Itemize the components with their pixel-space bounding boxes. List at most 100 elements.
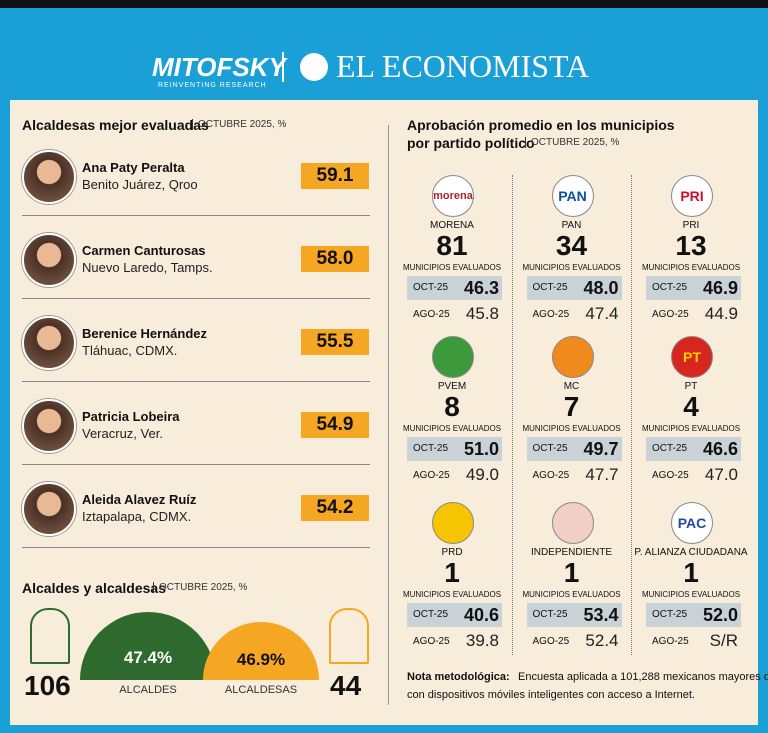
separator	[22, 298, 370, 299]
section-title: Alcaldes y alcaldesas	[22, 580, 166, 596]
party-logo: PAN	[551, 175, 594, 217]
avatar	[22, 233, 76, 287]
section-title: Aprobación promedio en los municipios	[407, 117, 675, 133]
party-count: 8	[444, 391, 460, 422]
current-label: OCT-25	[532, 609, 568, 620]
previous-value: 47.0	[704, 465, 738, 484]
divider	[282, 52, 284, 82]
previous-label: AGO-25	[413, 636, 450, 647]
brand1-tagline: REINVENTING RESEARCH	[158, 82, 267, 89]
avatar	[22, 399, 76, 453]
party-count: 13	[675, 230, 707, 261]
current-value: 46.6	[702, 439, 738, 459]
party-count: 81	[436, 230, 468, 261]
mayor-place: Benito Juárez, Qroo	[82, 177, 198, 192]
party-name: PT	[684, 381, 698, 392]
party-name: PRI	[682, 220, 700, 231]
current-value: 46.3	[463, 278, 499, 298]
score-box: 54.9	[301, 412, 369, 438]
party-count: 1	[683, 557, 699, 588]
avatar	[22, 150, 76, 204]
party-logo: PRI	[671, 175, 713, 217]
mayor-place: Veracruz, Ver.	[82, 426, 163, 441]
count-label: MUNICIPIOS EVALUADOS	[522, 424, 621, 433]
current-row	[526, 603, 622, 627]
men-pct: 47.4%	[123, 648, 173, 667]
current-label: OCT-25	[652, 609, 688, 620]
current-label: OCT-25	[532, 282, 568, 293]
current-value: 40.6	[463, 605, 499, 625]
party-logo: PT	[671, 336, 713, 378]
current-value: 52.0	[702, 605, 738, 625]
current-row	[407, 603, 502, 627]
mayor-name: Patricia Lobeira	[82, 409, 180, 424]
count-label: MUNICIPIOS EVALUADOS	[641, 263, 741, 272]
score-box: 55.5	[301, 329, 369, 355]
current-row	[646, 437, 741, 461]
previous-value: 44.9	[704, 304, 738, 323]
current-label: OCT-25	[652, 443, 688, 454]
current-row	[646, 276, 741, 300]
score-box: 58.0	[301, 246, 369, 272]
previous-label: AGO-25	[413, 309, 450, 320]
previous-value: 49.0	[465, 465, 499, 484]
mayor-name: Berenice Hernández	[82, 326, 207, 341]
current-label: OCT-25	[413, 443, 449, 454]
mayor-place: Nuevo Laredo, Tamps.	[82, 260, 213, 275]
separator	[22, 215, 370, 216]
party-name: INDEPENDIENTE	[530, 547, 613, 558]
count-label: MUNICIPIOS EVALUADOS	[641, 590, 741, 599]
party-logo	[551, 502, 594, 544]
count-label: MUNICIPIOS EVALUADOS	[522, 590, 621, 599]
section-subtitle: OCTUBRE 2025, %	[192, 119, 286, 130]
party-name: MC	[563, 381, 580, 392]
previous-value: 39.8	[465, 631, 499, 650]
men-label: ALCALDES	[119, 684, 177, 696]
woman-icon	[329, 608, 369, 664]
note-label: Nota metodológica:	[407, 671, 510, 683]
party-count: 34	[555, 230, 588, 261]
party-logo: morena	[432, 175, 474, 217]
separator	[22, 464, 370, 465]
note-text: Encuesta aplicada a 101,288 mexicanos ma…	[518, 671, 768, 683]
previous-value: 47.7	[585, 465, 619, 484]
party-name: PAN	[561, 220, 582, 231]
section-subtitle: OCTUBRE 2025, %	[525, 137, 619, 148]
current-value: 48.0	[583, 278, 619, 298]
score-box: 54.2	[301, 495, 369, 521]
section-title: por partido político	[407, 135, 535, 151]
mayor-place: Iztapalapa, CDMX.	[82, 509, 192, 524]
mayor-name: Carmen Canturosas	[82, 243, 206, 258]
separator	[22, 381, 370, 382]
current-row	[526, 437, 622, 461]
previous-label: AGO-25	[652, 636, 689, 647]
party-name: MORENA	[430, 220, 474, 231]
party-logo	[432, 336, 474, 378]
party-logo	[551, 336, 594, 378]
count-label: MUNICIPIOS EVALUADOS	[641, 424, 741, 433]
party-logo: PAC	[671, 502, 713, 544]
count-label: MUNICIPIOS EVALUADOS	[402, 424, 502, 433]
party-count: 7	[563, 391, 580, 422]
count-label: MUNICIPIOS EVALUADOS	[402, 263, 502, 272]
women-count: 44	[330, 670, 362, 701]
party-name: P. ALIANZA CIUDADANA	[634, 547, 748, 558]
women-label: ALCALDESAS	[224, 684, 298, 696]
men-count: 106	[24, 670, 71, 701]
party-logo	[432, 502, 474, 544]
current-value: 53.4	[583, 605, 619, 625]
dotted-divider	[512, 175, 513, 655]
brand2-logo	[300, 53, 328, 81]
score-box: 59.1	[301, 163, 369, 189]
party-count: 1	[563, 557, 580, 588]
previous-value: 52.4	[585, 631, 619, 650]
top-bar	[0, 0, 768, 8]
current-value: 46.9	[702, 278, 738, 298]
column-divider	[388, 125, 389, 705]
mayor-name: Aleida Alavez Ruíz	[82, 492, 197, 507]
count-label: MUNICIPIOS EVALUADOS	[522, 263, 621, 272]
previous-label: AGO-25	[532, 309, 570, 320]
party-name: PRD	[441, 547, 463, 558]
current-value: 51.0	[463, 439, 499, 459]
